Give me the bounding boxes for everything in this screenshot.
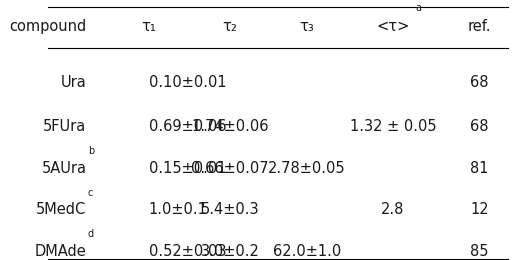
Text: τ₃: τ₃ — [299, 19, 314, 34]
Text: 5FUra: 5FUra — [43, 119, 86, 134]
Text: a: a — [415, 3, 421, 13]
Text: 68: 68 — [470, 75, 488, 90]
Text: τ₂: τ₂ — [223, 19, 238, 34]
Text: τ₁: τ₁ — [141, 19, 156, 34]
Text: 12: 12 — [470, 203, 488, 217]
Text: compound: compound — [9, 19, 86, 34]
Text: 5AUra: 5AUra — [42, 161, 86, 176]
Text: 68: 68 — [470, 119, 488, 134]
Text: b: b — [88, 146, 94, 156]
Text: 5MedC: 5MedC — [36, 203, 86, 217]
Text: 2.78±0.05: 2.78±0.05 — [268, 161, 346, 176]
Text: 1.32 ± 0.05: 1.32 ± 0.05 — [350, 119, 436, 134]
Text: 81: 81 — [470, 161, 488, 176]
Text: c: c — [88, 188, 93, 198]
Text: 62.0±1.0: 62.0±1.0 — [272, 244, 341, 259]
Text: 0.69±0.06: 0.69±0.06 — [148, 119, 226, 134]
Text: 0.66±0.07: 0.66±0.07 — [192, 161, 269, 176]
Text: <τ>: <τ> — [376, 19, 409, 34]
Text: 0.15±0.01: 0.15±0.01 — [148, 161, 226, 176]
Text: 0.52±0.03: 0.52±0.03 — [148, 244, 226, 259]
Text: 0.10±0.01: 0.10±0.01 — [148, 75, 226, 90]
Text: 1.74±0.06: 1.74±0.06 — [192, 119, 269, 134]
Text: 1.0±0.1: 1.0±0.1 — [148, 203, 208, 217]
Text: 3.0±0.2: 3.0±0.2 — [201, 244, 260, 259]
Text: 2.8: 2.8 — [381, 203, 405, 217]
Text: 5.4±0.3: 5.4±0.3 — [201, 203, 260, 217]
Text: ref.: ref. — [468, 19, 491, 34]
Text: Ura: Ura — [61, 75, 86, 90]
Text: d: d — [88, 229, 94, 239]
Text: 85: 85 — [470, 244, 488, 259]
Text: DMAde: DMAde — [35, 244, 86, 259]
